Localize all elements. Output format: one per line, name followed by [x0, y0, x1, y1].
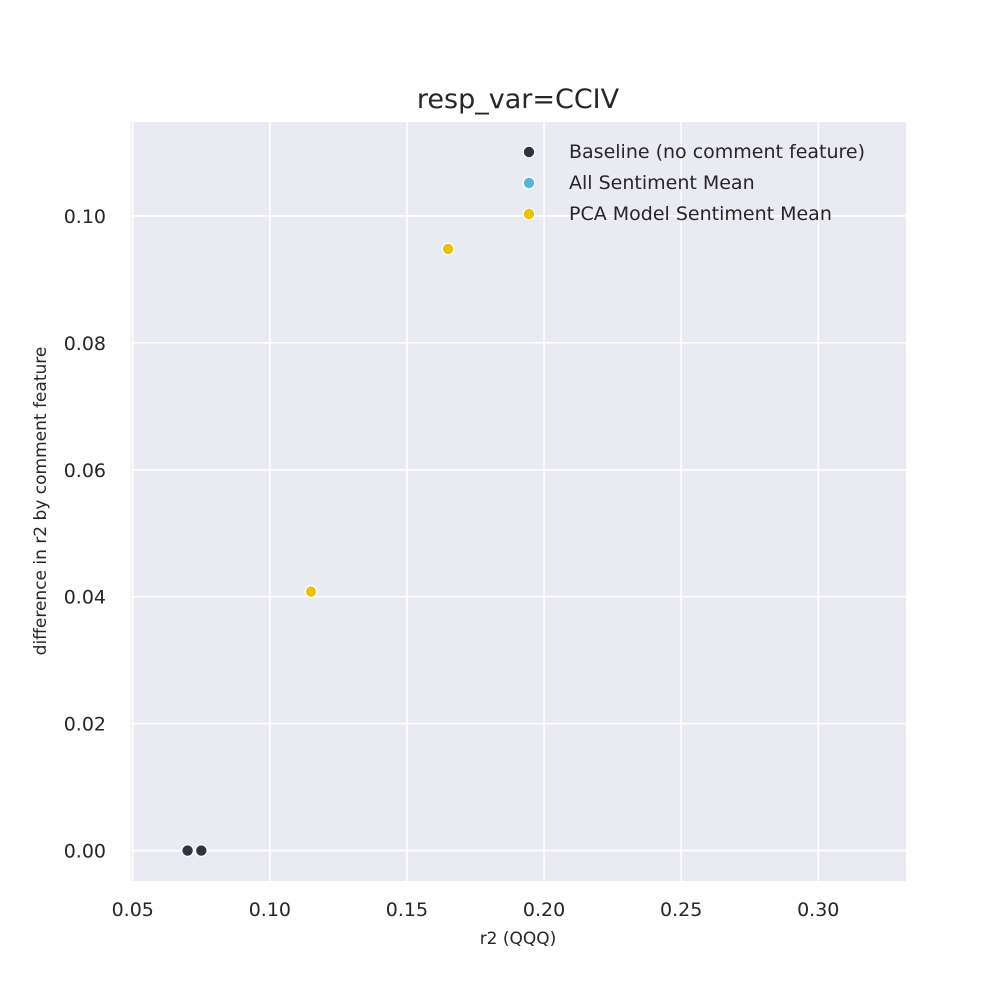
- y-tick-label: 0.10: [64, 206, 106, 228]
- scatter-point: [194, 844, 208, 857]
- x-tick-label: 0.10: [249, 899, 291, 921]
- y-tick-label: 0.00: [64, 841, 106, 863]
- plot-area: [130, 122, 906, 881]
- legend-marker: [522, 207, 536, 221]
- legend-label: All Sentiment Mean: [569, 172, 755, 194]
- x-tick-label: 0.30: [797, 899, 839, 921]
- chart-title: resp_var=CCIV: [417, 84, 620, 115]
- y-tick-label: 0.06: [64, 460, 106, 482]
- y-tick-label: 0.04: [64, 587, 106, 609]
- legend-marker: [522, 176, 536, 190]
- data-points: [181, 242, 455, 857]
- x-tick-label: 0.15: [386, 899, 428, 921]
- grid-lines: [130, 122, 906, 881]
- legend-label: PCA Model Sentiment Mean: [569, 203, 832, 225]
- legend-label: Baseline (no comment feature): [569, 141, 865, 163]
- legend: Baseline (no comment feature) All Sentime…: [522, 141, 865, 225]
- x-tick-label: 0.05: [112, 899, 154, 921]
- x-axis-label: r2 (QQQ): [480, 929, 557, 949]
- legend-marker: [522, 145, 536, 159]
- x-tick-label: 0.20: [523, 899, 565, 921]
- y-axis-label: difference in r2 by comment feature: [31, 347, 51, 656]
- y-tick-label: 0.02: [64, 714, 106, 736]
- scatter-point: [304, 585, 318, 599]
- scatter-point: [181, 844, 194, 857]
- x-tick-label: 0.25: [660, 899, 702, 921]
- y-tick-labels: 0.00 0.02 0.04 0.06 0.08 0.10: [64, 206, 106, 863]
- y-tick-label: 0.08: [64, 333, 106, 355]
- x-tick-labels: 0.05 0.10 0.15 0.20 0.25 0.30: [112, 899, 840, 921]
- scatter-point: [441, 242, 455, 256]
